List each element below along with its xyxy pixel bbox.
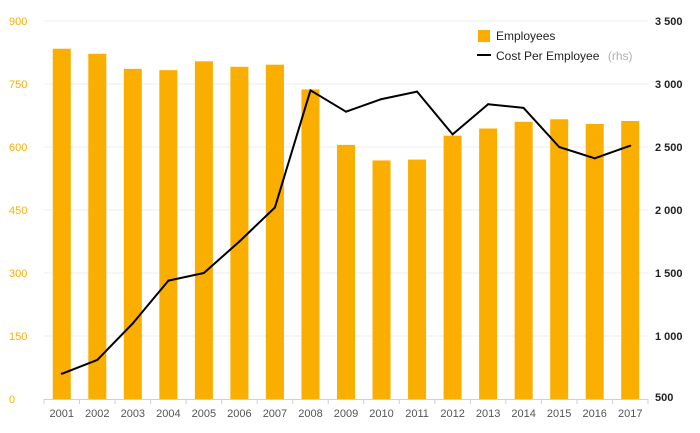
point-cost-per-employee — [202, 272, 205, 274]
bar-employees — [230, 66, 249, 399]
bar-employees — [408, 159, 427, 399]
x-tick-label: 2015 — [547, 408, 571, 420]
x-tick-label: 2010 — [369, 408, 393, 420]
point-cost-per-employee — [60, 372, 63, 375]
y-right-tick-label: 3 500 — [655, 16, 683, 28]
x-tick-label: 2011 — [405, 408, 429, 420]
point-cost-per-employee — [451, 133, 454, 136]
bar-employees — [479, 128, 498, 399]
point-cost-per-employee — [593, 157, 596, 160]
bar-employees — [550, 119, 569, 399]
legend-label-rhs: (rhs) — [608, 49, 633, 63]
point-cost-per-employee — [238, 240, 241, 243]
bar-employees — [443, 135, 462, 399]
x-tick-label: 2008 — [298, 408, 322, 420]
y-left-tick-label: 750 — [9, 79, 27, 91]
point-cost-per-employee — [273, 206, 276, 209]
point-cost-per-employee — [380, 98, 383, 101]
y-right-tick-label: 3 000 — [655, 79, 683, 91]
x-tick-label: 2002 — [85, 408, 109, 420]
point-cost-per-employee — [522, 106, 525, 109]
bar-employees — [265, 64, 284, 400]
point-cost-per-employee — [416, 90, 419, 93]
y-left-tick-label: 600 — [9, 142, 27, 154]
y-left-tick-label: 300 — [9, 268, 27, 280]
y-right-tick-label: 2 000 — [655, 205, 683, 217]
x-tick-label: 2013 — [476, 408, 500, 420]
y-right-tick-label: 2 500 — [655, 142, 683, 154]
y-left-tick-label: 450 — [9, 205, 27, 217]
bar-employees — [621, 120, 640, 400]
y-left-tick-label: 900 — [9, 16, 27, 28]
x-tick-label: 2004 — [156, 408, 180, 420]
point-cost-per-employee — [167, 279, 170, 282]
legend: Employees Cost Per Employee (rhs) — [477, 29, 633, 64]
employees-bars — [52, 48, 640, 400]
x-tick-label: 2005 — [192, 408, 216, 420]
point-cost-per-employee — [558, 146, 561, 148]
y-left-tick-label: 0 — [9, 394, 15, 406]
point-cost-per-employee — [345, 110, 347, 113]
legend-swatch-employees — [478, 30, 490, 42]
bar-employees — [88, 53, 107, 399]
x-tick-label: 2007 — [263, 408, 287, 420]
point-cost-per-employee — [96, 358, 99, 361]
x-tick-label: 2006 — [227, 408, 251, 420]
point-cost-per-employee — [131, 322, 134, 325]
bar-employees — [585, 123, 604, 400]
x-tick-label: 2003 — [121, 408, 145, 420]
legend-label-cost-per-employee: Cost Per Employee — [496, 49, 600, 63]
x-tick-label: 2017 — [618, 408, 642, 420]
bar-employees — [301, 89, 320, 400]
x-tick-label: 2014 — [511, 408, 535, 420]
cost-per-employee-line — [60, 89, 632, 375]
x-tick-label: 2009 — [334, 408, 358, 420]
y-right-tick-label: 1 000 — [655, 331, 683, 343]
svg-text:Cost Per Employee (rhs): Cost Per Employee (rhs) — [496, 47, 633, 64]
bar-employees — [372, 160, 391, 399]
legend-label-employees: Employees — [496, 29, 555, 43]
y-right-tick-label: 1 500 — [655, 268, 683, 280]
bar-employees — [123, 68, 142, 399]
x-tick-label: 2016 — [582, 408, 606, 420]
y-left-tick-label: 150 — [9, 331, 27, 343]
bar-employees — [194, 61, 213, 399]
axes: 0 150 300 450 600 750 900 500 1 000 1 500 2 000 2 5… — [9, 16, 683, 420]
point-cost-per-employee — [629, 144, 632, 147]
bar-employees — [52, 48, 71, 399]
bar-employees — [159, 70, 178, 399]
bar-employees — [337, 144, 355, 399]
point-cost-per-employee — [309, 89, 312, 92]
x-tick-label: 2012 — [440, 408, 464, 420]
bar-employees — [514, 121, 533, 400]
point-cost-per-employee — [487, 103, 490, 106]
x-tick-label: 2001 — [50, 408, 74, 420]
y-right-tick-label: 500 — [655, 392, 673, 404]
